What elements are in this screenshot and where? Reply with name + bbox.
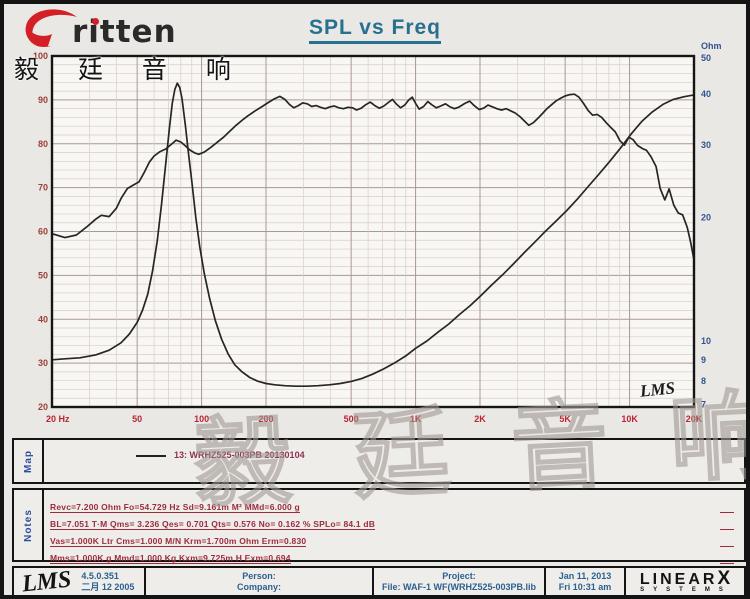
note-line-end-dash	[720, 546, 734, 547]
lms-logo-text: LMS	[20, 565, 73, 598]
note-text: BL=7.051 T·M Qms= 3.236 Qes= 0.701 Qts= …	[50, 519, 376, 530]
note-text: Mms=1.000K g Mmd=1.000 Kg Kxm=9.725m H E…	[50, 553, 291, 564]
note-text: Revc=7.200 Ohm Fo=54.729 Hz Sd=9.161m M²…	[50, 502, 300, 513]
map-section-label: Map	[14, 440, 44, 482]
spl-vs-freq-chart: 20 Hz 50 100 200 500 1K 2K 5K 10K 20K 100 90 80 70 60 5…	[33, 41, 722, 424]
linearx-logo: LINEARX	[639, 567, 731, 589]
db-axis-tick: 70	[38, 183, 48, 193]
x-axis-tick: 20 Hz	[46, 414, 70, 424]
notes-section: Notes Revc=7.200 Ohm Fo=54.729 Hz Sd=9.1…	[12, 488, 746, 564]
file-label: File: WAF-1 WF(WRHZ525-003PB.lib	[381, 582, 536, 592]
footer-project-cell: Project: File: WAF-1 WF(WRHZ525-003PB.li…	[374, 568, 546, 595]
note-line: Revc=7.200 Ohm Fo=54.729 Hz Sd=9.161m M²…	[50, 496, 734, 513]
note-line-end-dash	[720, 512, 734, 513]
lms-chart-corner-mark: LMS	[639, 378, 676, 401]
eritten-logo-swoosh-icon	[25, 9, 77, 47]
chart-title: SPL vs Freq	[4, 16, 746, 44]
x-axis-tick: 20K	[686, 414, 703, 424]
ohm-axis-tick: 30	[701, 140, 711, 150]
note-line-end-dash	[720, 563, 734, 564]
footer-time: Fri 10:31 am	[558, 582, 612, 592]
x-axis-tick: 2K	[474, 414, 486, 424]
brand-i-dot	[92, 18, 99, 25]
version-block: 4.5.0.351 二月 12 2005	[81, 571, 134, 593]
ohm-axis-tick: 10	[701, 336, 711, 346]
brand-chinese-text: 毅 廷 音 响	[14, 56, 247, 84]
x-axis-tick: 200	[258, 414, 273, 424]
x-axis-tick: 50	[132, 414, 142, 424]
ohm-axis-tick: 7	[701, 400, 706, 410]
legend-row: 13: WRHZ525-003PB 20130104	[44, 440, 744, 482]
db-axis-tick: 40	[38, 314, 48, 324]
linearx-systems-text: SYSTEMS	[640, 586, 732, 593]
ohm-axis-tick: 20	[701, 212, 711, 222]
note-text: Vas=1.000K Ltr Cms=1.000 M/N Krm=1.700m …	[50, 536, 307, 547]
footer-date: Jan 11, 2013	[558, 571, 612, 581]
footer-bar: LMS 4.5.0.351 二月 12 2005 Person: Company…	[12, 565, 746, 598]
note-line: Vas=1.000K Ltr Cms=1.000 M/N Krm=1.700m …	[50, 530, 734, 547]
spl-curve	[52, 93, 694, 261]
x-axis-tick: 5K	[559, 414, 571, 424]
footer-lms-cell: LMS 4.5.0.351 二月 12 2005	[14, 565, 146, 598]
chart-title-text: SPL vs Freq	[309, 16, 441, 44]
db-axis-tick: 80	[38, 139, 48, 149]
x-axis-tick: 1K	[410, 414, 422, 424]
version-date: 二月 12 2005	[81, 582, 135, 592]
ohm-axis-tick: 40	[701, 89, 711, 99]
db-axis-tick: 60	[38, 227, 48, 237]
footer-date-cell: Jan 11, 2013 Fri 10:31 am	[546, 568, 626, 595]
ohm-axis-tick: 8	[701, 376, 706, 386]
footer-linearx-cell: LINEARX SYSTEMS	[626, 567, 744, 595]
version-number: 4.5.0.351	[81, 571, 119, 581]
x-axis-tick: 500	[344, 414, 359, 424]
x-axis-tick: 100	[194, 414, 209, 424]
map-section: Map 13: WRHZ525-003PB 20130104	[12, 438, 746, 484]
footer-person-cell: Person: Company:	[146, 568, 374, 595]
db-axis-tick: 90	[38, 95, 48, 105]
note-line: BL=7.051 T·M Qms= 3.236 Qes= 0.701 Qts= …	[50, 513, 734, 530]
brand-text: ritten	[72, 14, 177, 50]
impedance-curve	[52, 82, 694, 388]
legend-text: 13: WRHZ525-003PB 20130104	[174, 450, 305, 460]
notes-section-label: Notes	[14, 490, 44, 560]
note-line-end-dash	[720, 529, 734, 530]
notes-content: Revc=7.200 Ohm Fo=54.729 Hz Sd=9.161m M²…	[44, 490, 744, 564]
ohm-axis-tick: 50	[701, 53, 711, 63]
project-label: Project:	[442, 571, 476, 581]
person-label: Person:	[242, 571, 276, 581]
ohm-axis-unit: Ohm	[701, 41, 722, 51]
db-axis-tick: 100	[33, 51, 48, 61]
db-axis-tick: 50	[38, 270, 48, 280]
legend-line-swatch	[136, 454, 166, 457]
linearx-logo-x: X	[717, 567, 731, 589]
db-axis-tick: 30	[38, 358, 48, 368]
note-line: Mms=1.000K g Mmd=1.000 Kg Kxm=9.725m H E…	[50, 547, 734, 564]
ohm-axis-tick: 9	[701, 355, 706, 365]
company-label: Company:	[236, 582, 281, 592]
x-axis-tick: 10K	[621, 414, 638, 424]
db-axis-tick: 20	[38, 402, 48, 412]
